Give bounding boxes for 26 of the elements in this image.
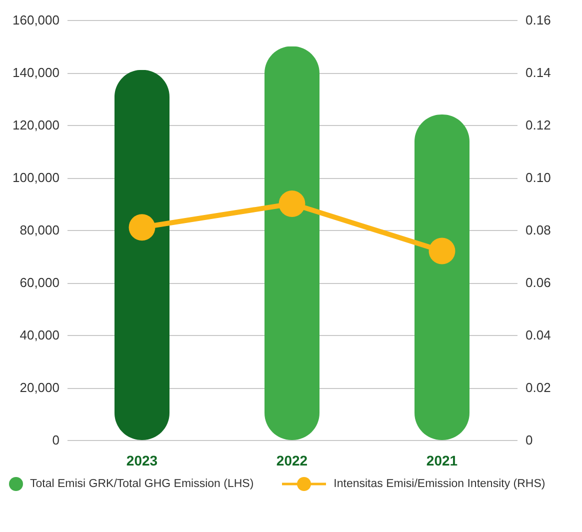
y-tick-label: 100,000 (12, 170, 60, 185)
point (428, 238, 456, 264)
y-tick-label: 120,000 (12, 118, 60, 132)
y2-tick-label: 0.16 (526, 12, 551, 28)
y-tick-label: 140,000 (12, 65, 60, 80)
y2-tick-label: 0.04 (526, 328, 551, 342)
point (128, 214, 156, 241)
y-tick-label: 0 (52, 432, 60, 448)
y2-tick-label: 0.14 (526, 65, 551, 80)
legend-label: Total Emisi GRK/Total GHG Emission (LHS) (30, 478, 254, 490)
x-tick-label: 2023 (126, 452, 158, 468)
y2-tick-label: 0.12 (526, 118, 551, 132)
y2-tick-label: 0.10 (526, 170, 551, 185)
y-tick-label: 160,000 (12, 12, 60, 28)
legend-label: Intensitas Emisi/Emission Intensity (RHS) (334, 478, 546, 490)
x-tick-label: 2021 (426, 452, 458, 468)
y-tick-label: 60,000 (20, 275, 60, 290)
y2-tick-label: 0.02 (526, 380, 551, 395)
y2-tick-label: 0.06 (526, 275, 551, 290)
x-tick-label: 2022 (276, 452, 308, 468)
y2-tick-label: 0 (526, 432, 533, 448)
point (278, 190, 306, 217)
y2-tick-label: 0.08 (526, 222, 551, 238)
y-tick-label: 20,000 (20, 380, 60, 395)
y-tick-label: 80,000 (20, 222, 60, 238)
y-tick-label: 40,000 (20, 328, 60, 342)
